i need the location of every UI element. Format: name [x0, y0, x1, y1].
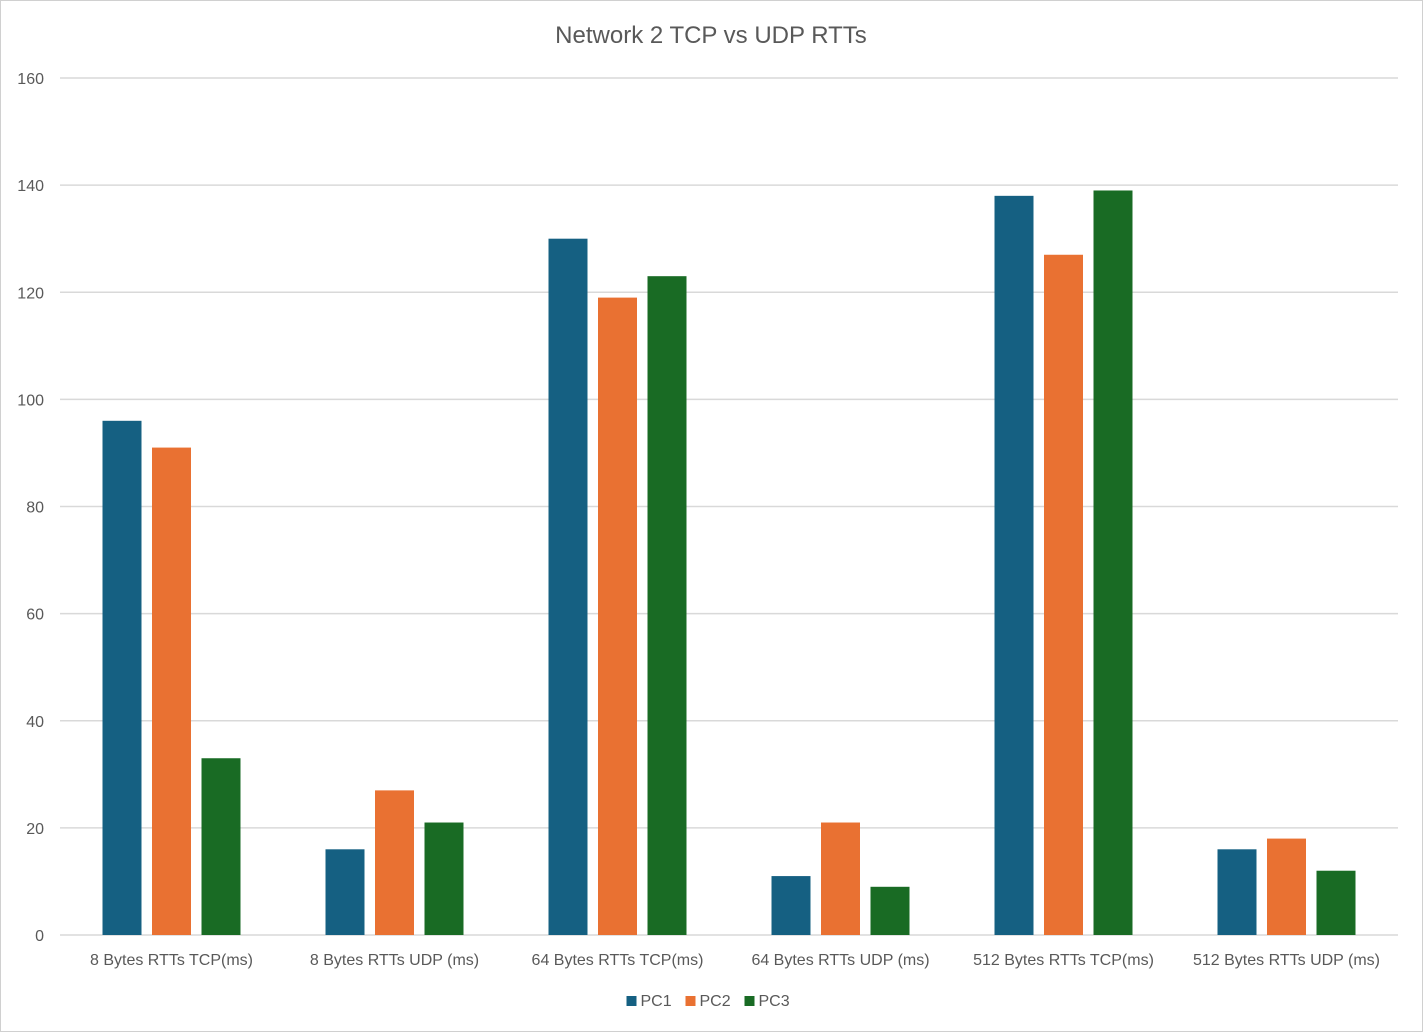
y-tick-label: 0	[35, 928, 44, 945]
y-tick-label: 60	[26, 607, 44, 624]
bar-pc3-0	[201, 758, 241, 935]
bar-pc3-4	[1093, 190, 1133, 935]
bar-pc1-5	[1217, 849, 1257, 935]
x-category-label: 512 Bytes RTTs UDP (ms)	[1193, 952, 1380, 969]
bar-pc2-5	[1267, 838, 1306, 935]
bar-pc1-4	[994, 195, 1034, 935]
bar-pc1-2	[548, 238, 588, 935]
legend-label-pc1: PC1	[641, 993, 672, 1010]
gridlines	[60, 77, 1398, 936]
y-tick-label: 100	[17, 392, 44, 409]
y-tick-label: 160	[17, 71, 44, 88]
legend-label-pc2: PC2	[700, 993, 731, 1010]
x-category-label: 512 Bytes RTTs TCP(ms)	[973, 952, 1154, 969]
y-tick-label: 140	[17, 178, 44, 195]
bar-pc1-0	[102, 420, 142, 935]
y-axis-ticks: 0 20 40 60 80 100 120 140 160	[17, 71, 44, 945]
bar-pc3-3	[870, 886, 910, 935]
legend-swatch-pc1	[626, 996, 637, 1006]
bar-pc1-3	[771, 876, 811, 935]
x-category-label: 64 Bytes RTTs TCP(ms)	[532, 952, 704, 969]
bars	[102, 190, 1356, 936]
x-category-label: 8 Bytes RTTs UDP (ms)	[310, 952, 479, 969]
y-tick-label: 20	[26, 821, 44, 838]
x-axis-labels: 8 Bytes RTTs TCP(ms) 8 Bytes RTTs UDP (ms…	[90, 952, 1380, 969]
y-tick-label: 120	[17, 285, 44, 302]
y-tick-label: 40	[26, 714, 44, 731]
legend-label-pc3: PC3	[759, 993, 790, 1010]
bar-pc2-0	[152, 447, 191, 935]
bar-pc2-2	[598, 297, 637, 935]
chart-title: Network 2 TCP vs UDP RTTs	[555, 22, 867, 49]
bar-pc2-3	[821, 822, 860, 935]
bar-pc2-4	[1044, 254, 1083, 936]
legend: PC1 PC2 PC3	[626, 993, 790, 1010]
x-category-label: 64 Bytes RTTs UDP (ms)	[751, 952, 929, 969]
bar-pc2-1	[375, 790, 414, 935]
bar-pc1-1	[325, 849, 365, 935]
x-category-label: 8 Bytes RTTs TCP(ms)	[90, 952, 253, 969]
bar-pc3-1	[424, 822, 464, 935]
bar-pc3-2	[647, 276, 687, 935]
y-tick-label: 80	[26, 500, 44, 517]
legend-swatch-pc2	[685, 996, 696, 1006]
legend-swatch-pc3	[744, 996, 755, 1006]
bar-pc3-5	[1316, 870, 1356, 935]
